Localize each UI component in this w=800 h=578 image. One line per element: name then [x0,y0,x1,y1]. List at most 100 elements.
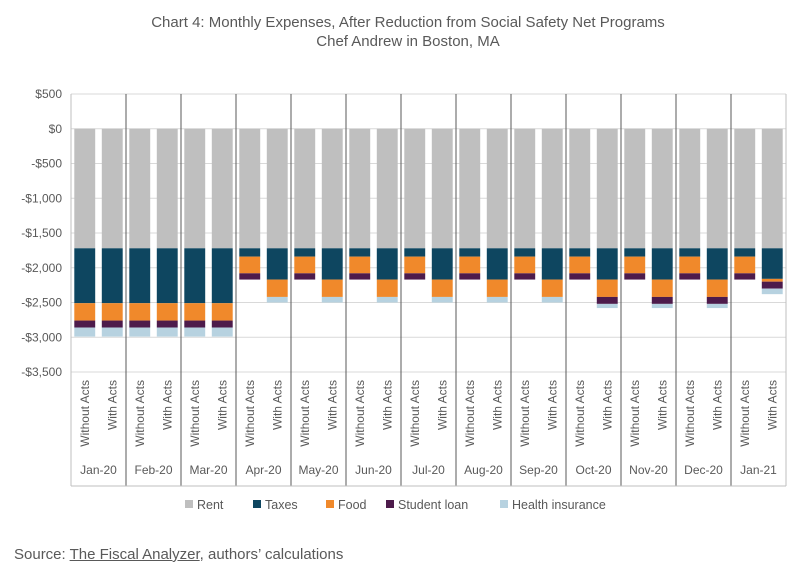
bar-segment-health-insurance [486,296,508,303]
scenario-labels: Without Acts With Acts Without Acts With Ac… [78,380,780,447]
bar-segment-food [74,303,96,321]
month-label: Jan-21 [740,463,777,477]
month-label: Apr-20 [245,463,281,477]
bar-segment-health-insurance [156,327,178,337]
bar-segment-taxes [706,248,728,280]
bar-segment-rent [239,128,261,249]
scenario-label: Without Acts [518,380,532,447]
bar-segment-health-insurance [761,288,783,295]
bar-segment-taxes [129,248,151,304]
month-label: Sep-20 [519,463,558,477]
y-tick-label: -$1,500 [21,226,62,240]
bar-segment-student-loan [514,273,536,280]
bar-segment-taxes [239,248,261,257]
scenario-label: Without Acts [683,380,697,447]
month-label: Aug-20 [464,463,503,477]
bar-segment-taxes [486,248,508,280]
bar-segment-food [486,279,508,297]
bars [74,128,783,337]
bar-segment-food [596,279,618,297]
bar-segment-taxes [651,248,673,280]
scenario-label: With Acts [215,380,229,430]
scenario-label: With Acts [380,380,394,430]
legend-swatch [326,500,334,508]
bar-segment-rent [294,128,316,249]
legend: Rent Taxes Food Student loan Health insuranc… [185,498,606,512]
legend-item-health-insurance: Health insurance [500,498,606,512]
bar-segment-health-insurance [431,296,453,303]
bar-segment-health-insurance [706,303,728,309]
bar-segment-taxes [541,248,563,280]
bar-segment-student-loan [239,273,261,280]
bar-segment-food [294,256,316,274]
bar-segment-rent [321,128,343,249]
bar-segment-rent [184,128,206,249]
bar-segment-student-loan [349,273,371,280]
source-suffix: , authors’ calculations [199,546,344,563]
y-tick-label: -$3,500 [21,365,62,379]
bar-segment-rent [514,128,536,249]
bar-segment-food [184,303,206,321]
bar-segment-student-loan [459,273,481,280]
month-labels: Jan-20 Feb-20 Mar-20 Apr-20 May-20 Jun-20 Jul-… [80,463,777,477]
scenario-label: With Acts [325,380,339,430]
bar-segment-rent [349,128,371,249]
month-label: Mar-20 [189,463,227,477]
bar-segment-rent [459,128,481,249]
bar-segment-taxes [74,248,96,304]
bar-segment-rent [211,128,233,249]
bar-segment-student-loan [734,273,756,280]
bar-segment-taxes [101,248,123,304]
bar-segment-taxes [184,248,206,304]
bar-segment-health-insurance [129,327,151,337]
scenario-label: Without Acts [353,380,367,447]
scenario-label: With Acts [490,380,504,430]
month-label: Jun-20 [355,463,392,477]
chart-subtitle: Chef Andrew in Boston, MA [316,33,499,50]
legend-item-student-loan: Student loan [386,498,468,512]
bar-segment-rent [129,128,151,249]
bar-segment-student-loan [129,320,151,328]
bar-segment-food [514,256,536,274]
bar-segment-health-insurance [651,303,673,309]
scenario-label: Without Acts [628,380,642,447]
bar-segment-rent [541,128,563,249]
legend-swatch [253,500,261,508]
bar-segment-food [349,256,371,274]
legend-item-rent: Rent [185,498,224,512]
bar-segment-rent [431,128,453,249]
legend-label: Food [338,498,367,512]
bar-segment-rent [706,128,728,249]
legend-item-taxes: Taxes [253,498,298,512]
bar-segment-taxes [761,248,783,279]
scenario-label: Without Acts [188,380,202,447]
bar-segment-health-insurance [376,296,398,303]
scenario-label: Without Acts [573,380,587,447]
scenario-label: Without Acts [408,380,422,447]
bar-segment-taxes [294,248,316,257]
scenario-label: Without Acts [463,380,477,447]
bar-segment-student-loan [761,281,783,289]
bar-segment-taxes [266,248,288,280]
legend-label: Taxes [265,498,298,512]
bar-segment-food [431,279,453,297]
y-tick-label: -$2,000 [21,261,62,275]
scenario-label: With Acts [710,380,724,430]
bar-segment-rent [74,128,96,249]
bar-segment-food [679,256,701,274]
source-note: Source: The Fiscal Analyzer, authors’ ca… [14,546,343,563]
bar-segment-food [321,279,343,297]
source-link[interactable]: The Fiscal Analyzer [69,546,200,563]
bar-segment-health-insurance [74,327,96,337]
bar-segment-food [404,256,426,274]
month-label: Nov-20 [629,463,668,477]
source-prefix: Source: [14,546,70,563]
scenario-label: With Acts [655,380,669,430]
bar-segment-taxes [211,248,233,304]
bar-segment-taxes [321,248,343,280]
bar-segment-student-loan [569,273,591,280]
scenario-label: With Acts [270,380,284,430]
bar-segment-taxes [514,248,536,257]
bar-segment-food [541,279,563,297]
bar-segment-student-loan [679,273,701,280]
